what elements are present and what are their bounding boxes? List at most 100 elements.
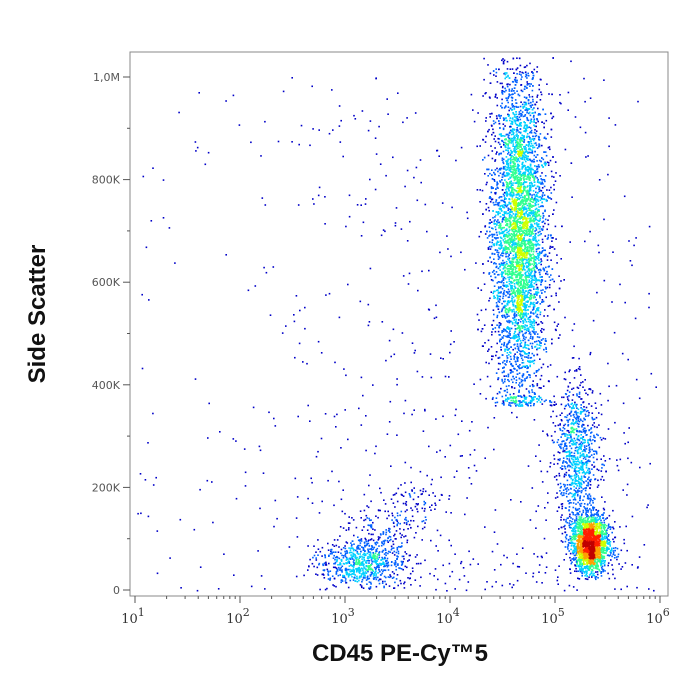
data-point — [524, 156, 527, 159]
data-point — [497, 204, 500, 207]
data-point — [498, 273, 500, 276]
data-point — [516, 260, 519, 262]
data-point — [548, 276, 551, 278]
data-point — [493, 122, 495, 125]
data-point — [495, 191, 497, 194]
data-point — [523, 216, 526, 219]
data-point — [514, 403, 516, 405]
data-point — [537, 231, 540, 234]
data-point — [531, 352, 534, 355]
data-point — [520, 191, 523, 194]
data-point — [504, 306, 506, 309]
data-point — [515, 322, 518, 324]
data-point — [512, 172, 514, 175]
data-point — [528, 395, 531, 397]
data-point — [537, 307, 540, 309]
data-point — [497, 289, 499, 291]
data-point — [528, 267, 530, 270]
data-point — [529, 242, 531, 244]
data-point — [526, 265, 528, 267]
data-point — [513, 150, 516, 153]
data-point — [528, 208, 531, 210]
data-point — [487, 339, 490, 342]
data-point — [509, 125, 512, 128]
data-point — [545, 272, 547, 275]
data-point — [555, 403, 557, 405]
data-point — [511, 244, 513, 246]
data-point — [521, 221, 524, 224]
data-point — [555, 294, 557, 297]
data-point — [507, 153, 509, 155]
data-point — [502, 284, 504, 286]
data-point — [513, 128, 515, 131]
data-point — [484, 173, 486, 175]
data-point — [532, 218, 535, 220]
data-point — [529, 215, 531, 217]
data-point — [501, 330, 503, 332]
data-point — [510, 152, 512, 155]
data-point — [498, 298, 501, 300]
data-point — [519, 248, 521, 251]
data-point — [528, 241, 530, 243]
data-point — [502, 306, 505, 309]
data-point — [515, 210, 518, 213]
data-point — [521, 153, 523, 155]
data-point — [550, 186, 552, 189]
data-point — [490, 279, 493, 281]
data-point — [518, 208, 521, 211]
data-point — [547, 146, 550, 149]
data-point — [509, 333, 511, 335]
data-point — [549, 364, 552, 366]
data-point — [536, 222, 538, 224]
data-point — [509, 83, 511, 86]
data-point — [522, 137, 525, 140]
data-point — [544, 338, 547, 340]
data-point — [497, 377, 500, 379]
data-point — [506, 162, 508, 164]
data-point — [532, 232, 535, 235]
data-point — [518, 239, 520, 241]
data-point — [531, 400, 533, 403]
data-point — [527, 72, 529, 75]
data-point — [517, 280, 520, 283]
data-point — [521, 210, 523, 212]
data-point — [535, 292, 537, 295]
data-point — [495, 305, 498, 308]
data-point — [542, 289, 544, 291]
data-point — [517, 243, 519, 245]
data-point — [537, 164, 540, 166]
data-point — [515, 105, 517, 108]
data-point — [531, 330, 534, 333]
data-point — [518, 281, 521, 284]
data-point — [518, 256, 521, 259]
data-point — [528, 235, 531, 237]
data-point — [521, 257, 523, 259]
data-point — [535, 134, 538, 137]
data-point — [522, 223, 524, 226]
data-point — [501, 219, 504, 221]
data-point — [541, 328, 543, 330]
data-point — [496, 182, 498, 184]
data-point — [515, 135, 518, 137]
data-point — [517, 251, 519, 253]
data-point — [500, 228, 503, 231]
data-point — [536, 308, 538, 310]
data-point — [519, 329, 521, 332]
data-point — [527, 240, 529, 243]
data-point — [525, 403, 528, 405]
data-point — [516, 115, 519, 118]
data-point — [499, 281, 501, 283]
data-point — [510, 137, 512, 140]
data-point — [482, 213, 484, 215]
data-point — [518, 264, 521, 266]
data-point — [542, 385, 545, 387]
data-point — [534, 217, 536, 220]
data-point — [515, 141, 517, 144]
data-point — [512, 261, 515, 263]
data-point — [532, 238, 534, 241]
data-point — [501, 264, 504, 266]
data-point — [529, 337, 532, 339]
data-point — [529, 342, 532, 345]
data-point — [497, 202, 499, 204]
data-point — [527, 366, 529, 368]
